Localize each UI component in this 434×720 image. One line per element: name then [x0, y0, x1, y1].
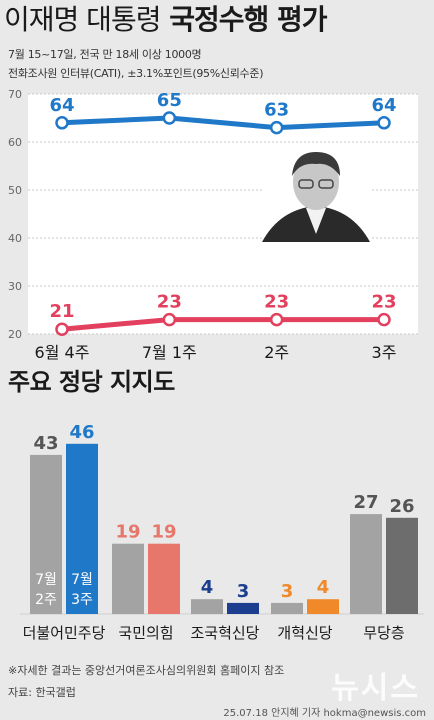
bar-prev	[350, 514, 382, 614]
value-label-prev: 19	[115, 522, 140, 543]
portrait-face	[293, 154, 339, 210]
data-label: 63	[264, 100, 289, 121]
x-tick-label: 6월 4주	[35, 343, 90, 362]
data-point	[269, 312, 284, 327]
approval-line-chart: 20 30 40 50 60 70 64 65 63 64 21 23 23 23 6월 4주 7월 1주 2주…	[8, 88, 418, 362]
footer-credit: 25.07.18 안지혜 기자 hokma@newsis.com	[223, 708, 426, 719]
data-point	[162, 111, 177, 125]
title-part2: 국정수행 평가	[169, 3, 327, 36]
data-point	[377, 312, 391, 327]
bar-prev	[271, 602, 303, 614]
data-label: 23	[371, 292, 396, 313]
data-label: 64	[371, 95, 396, 116]
data-point	[55, 116, 69, 130]
bar-prev	[112, 543, 144, 614]
survey-period: 7월 15~17일, 전국 만 18세 이상 1000명	[8, 48, 202, 61]
portrait-glasses-left	[298, 179, 314, 189]
x-tick-label: 2주	[264, 343, 289, 362]
title-part1: 이재명 대통령	[4, 3, 161, 36]
value-label-prev: 27	[353, 492, 378, 513]
newsis-watermark: 뉴시스	[331, 671, 420, 706]
value-label-curr: 3	[237, 581, 250, 602]
value-label-prev: 4	[201, 577, 214, 598]
value-label-curr: 46	[69, 422, 94, 443]
chart-title: 이재명 대통령 국정수행 평가	[4, 0, 328, 40]
party-label: 개혁신당	[277, 624, 332, 642]
data-label: 23	[264, 292, 289, 313]
value-label-prev: 43	[33, 433, 58, 454]
bar-curr	[66, 443, 98, 614]
data-point	[55, 322, 69, 336]
x-tick-label: 3주	[372, 343, 397, 362]
data-point	[377, 116, 391, 130]
data-label: 21	[49, 301, 74, 322]
party-label: 무당층	[363, 624, 404, 642]
party-label: 더불어민주당	[23, 624, 106, 642]
series-line	[61, 317, 384, 332]
portrait-collar	[306, 208, 326, 234]
legend-label-curr: 3주	[71, 592, 93, 608]
bar-curr	[307, 599, 339, 614]
data-label: 64	[49, 95, 74, 116]
y-tick-label: 70	[8, 88, 22, 101]
data-label: 23	[157, 292, 182, 313]
portrait-glasses-right	[318, 179, 334, 189]
footer-source: 자료: 한국갤럽	[8, 686, 76, 699]
value-label-curr: 4	[317, 577, 330, 598]
bar-curr	[386, 517, 418, 614]
y-tick-label: 30	[8, 280, 22, 293]
party-label: 국민의힘	[118, 624, 173, 642]
party-support-title: 주요 정당 지지도	[8, 368, 175, 396]
legend-label-prev: 2주	[35, 592, 57, 608]
bar-curr	[227, 602, 259, 614]
data-label: 65	[157, 90, 182, 111]
value-label-curr: 19	[151, 522, 176, 543]
bar-curr	[148, 543, 180, 614]
x-tick-label: 7월 1주	[142, 343, 197, 362]
legend-label-curr: 7월	[71, 572, 93, 588]
bar-prev	[30, 454, 62, 614]
series-line	[61, 115, 385, 131]
footer-note: ※자세한 결과는 중앙선거여론조사심의위원회 홈페이지 참조	[8, 664, 285, 677]
data-point	[269, 120, 284, 135]
survey-method: 전화조사원 인터뷰(CATI), ±3.1%포인트(95%신뢰수준)	[8, 67, 264, 80]
party-label: 조국혁신당	[190, 624, 259, 642]
data-point	[162, 312, 177, 327]
value-label-prev: 3	[281, 581, 294, 602]
bar-prev	[191, 599, 223, 614]
legend-label-prev: 7월	[35, 572, 57, 588]
y-tick-label: 20	[8, 328, 22, 341]
y-tick-label: 40	[8, 232, 22, 245]
y-tick-label: 60	[8, 136, 22, 149]
y-tick-label: 50	[8, 184, 22, 197]
value-label-curr: 26	[389, 496, 414, 517]
portrait-photo	[262, 152, 370, 242]
portrait-hair	[292, 152, 340, 176]
